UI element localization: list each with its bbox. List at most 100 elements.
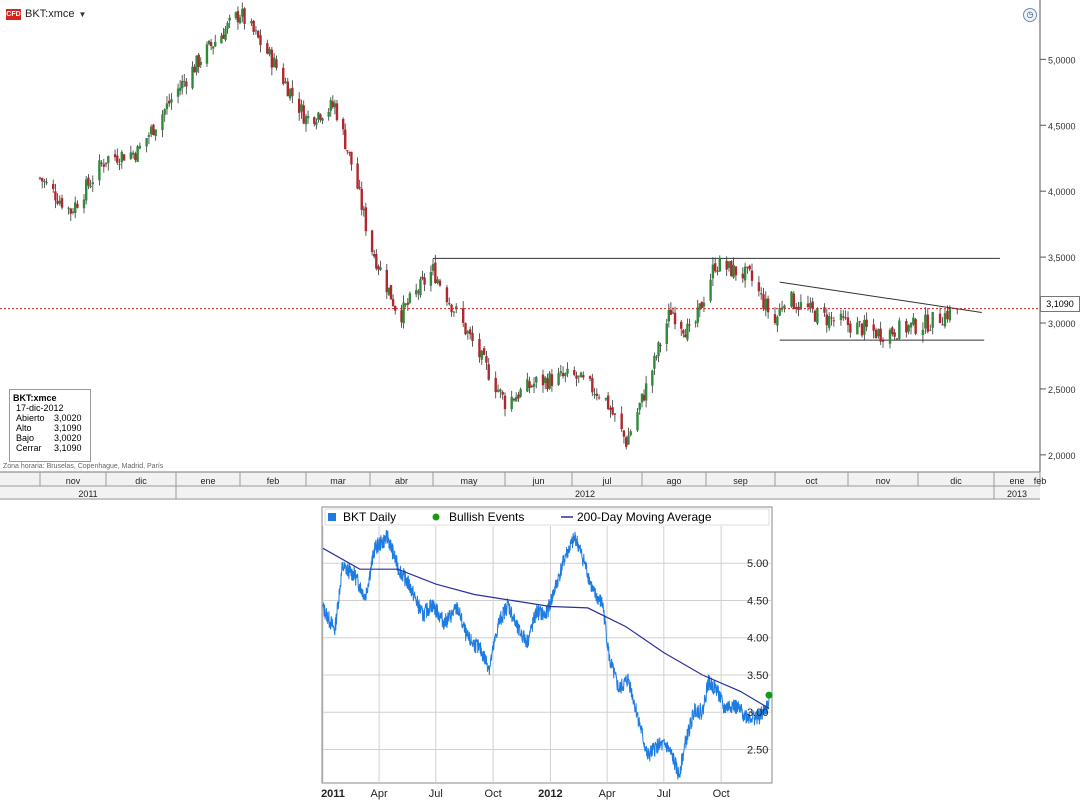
legend-swatch-daily [328, 513, 336, 521]
y-tick-label: 5,0000 [1048, 55, 1076, 65]
month-label: may [460, 476, 478, 486]
candle-body [41, 178, 44, 182]
candle-body [564, 373, 567, 376]
candle-body [67, 207, 70, 209]
bullish-events [765, 691, 773, 699]
month-label: ago [666, 476, 681, 486]
clock-icon[interactable]: ◷ [1023, 8, 1037, 22]
infobox-label: Alto [16, 423, 32, 433]
series-line-moving-average [322, 547, 770, 710]
candle-body [799, 302, 803, 309]
price-axis[interactable]: 2,0000 2,5000 3,0000 3,5000 4,0000 4,5000 5,00… [1040, 55, 1076, 461]
candle-body [461, 308, 465, 323]
candle-body [350, 151, 353, 165]
candle-body [938, 313, 942, 323]
candle-body [45, 182, 48, 184]
candle-body [832, 320, 836, 322]
candle-body [566, 368, 569, 374]
candle-body [329, 100, 332, 111]
candle-body [344, 129, 347, 150]
candle-body [557, 373, 560, 385]
candle-body [541, 374, 545, 386]
candle-body [71, 211, 75, 213]
candle-body [809, 302, 812, 308]
candle-body [750, 270, 754, 281]
month-label: dic [135, 476, 147, 486]
candle-body [638, 403, 641, 410]
candle-body [924, 314, 927, 329]
candle-body [149, 126, 153, 135]
candle-body [579, 372, 583, 378]
candle-body [360, 188, 363, 210]
candle-body [480, 350, 483, 360]
candle-body [865, 319, 868, 327]
chevron-down-icon[interactable]: ▼ [78, 9, 87, 19]
candle-body [161, 114, 164, 131]
candle-body [434, 262, 437, 283]
candle-body [436, 279, 439, 284]
candle-body [379, 267, 382, 270]
infobox-row-low: Bajo 3,0020 [10, 433, 90, 443]
candle-body [163, 109, 166, 115]
candle-body [331, 101, 335, 108]
candle-body [452, 311, 456, 313]
candle-body [494, 377, 497, 393]
candle-body [154, 129, 157, 137]
candle-body [373, 254, 376, 257]
candle-body [243, 8, 246, 24]
candle-body [823, 307, 826, 313]
legend-label: Bullish Events [449, 510, 524, 524]
candle-body [700, 302, 704, 308]
candle-body [478, 339, 481, 358]
candle-body [270, 49, 274, 68]
candle-body [180, 81, 184, 89]
candle-body [58, 200, 61, 204]
candle-body [272, 57, 276, 68]
candle-body [364, 207, 368, 232]
infobox-label: Abierto [16, 413, 45, 423]
candle-body [895, 338, 899, 340]
candle-body [575, 375, 578, 379]
candle-body [321, 118, 324, 121]
candle-body [87, 177, 90, 186]
month-label: ene [200, 476, 215, 486]
year-label: 2013 [1007, 489, 1027, 499]
candle-body [421, 276, 424, 279]
candle-body [375, 253, 378, 269]
candle-body [485, 356, 488, 363]
candle-body [863, 319, 866, 335]
candle-body [389, 285, 393, 300]
candle-body [205, 44, 209, 64]
candle-body [682, 330, 685, 334]
x-axis: 2011 Apr Jul Oct 2012 Apr Jul Oct [321, 788, 730, 800]
candle-body [582, 375, 585, 378]
candle-body [284, 81, 287, 84]
candle-body [89, 185, 92, 188]
candle-body [849, 323, 852, 333]
symbol-label[interactable]: BKT:xmce [25, 8, 75, 20]
candle-body [69, 208, 72, 214]
candle-body [544, 377, 547, 383]
candle-body [764, 298, 767, 311]
symbol-header[interactable]: CFD BKT:xmce ▼ [6, 6, 86, 22]
candle-body [653, 355, 656, 369]
candle-body [907, 325, 910, 332]
candle-body [941, 324, 944, 326]
candle-body [716, 270, 719, 272]
candle-body [319, 114, 322, 120]
candle-body [698, 303, 702, 310]
time-axis[interactable]: nov dic ene feb mar abr may jun jul ago sep oct nov d… [0, 471, 1046, 500]
candle-body [926, 314, 930, 332]
candle-body [468, 329, 472, 335]
candle-body [881, 339, 885, 342]
candle-body [757, 282, 761, 292]
line-chart[interactable]: 2.503.003.504.004.505.00 2011 Apr Jul Oct 20… [321, 506, 773, 804]
candle-body [816, 308, 819, 324]
candlestick-chart[interactable]: 2,0000 2,5000 3,0000 3,5000 4,0000 4,5000 5,00… [0, 0, 1085, 500]
infobox-row-close: Cerrar 3,1090 [10, 443, 90, 453]
candle-body [226, 22, 229, 29]
candle-body [858, 321, 861, 323]
month-label: jul [601, 476, 611, 486]
candle-body [591, 378, 594, 393]
legend-label: 200-Day Moving Average [577, 510, 712, 524]
